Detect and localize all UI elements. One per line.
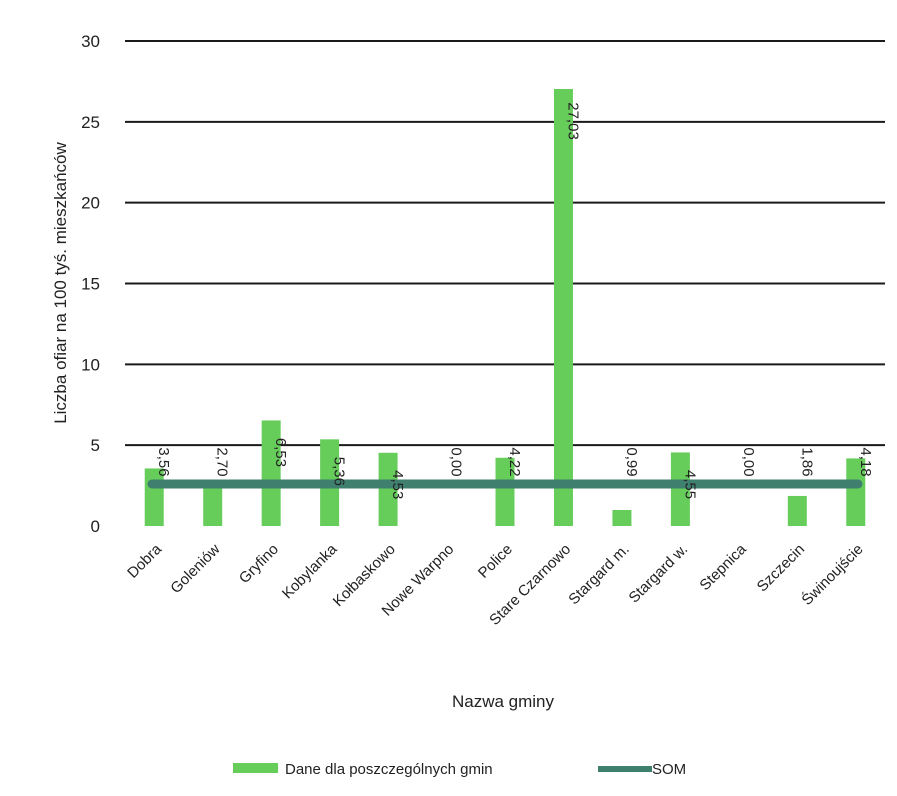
data-label-2: 6,53 (272, 438, 289, 467)
data-label-11: 1,86 (798, 447, 815, 476)
x-tick-1: Goleniów (167, 541, 223, 597)
x-tick-10: Stepnica (696, 540, 750, 594)
y-tick-0: 0 (91, 517, 100, 536)
x-tick-9: Stargard w. (626, 541, 692, 607)
x-tick-labels: Dobra Goleniów GryfinoKobylankaKołbaskowoN… (124, 540, 866, 629)
bar-11 (787, 495, 807, 526)
bar-0 (144, 468, 164, 526)
x-tick-3: Kobylanka (279, 540, 341, 602)
x-tick-0: Dobra (124, 540, 165, 581)
data-label-9: 4,55 (681, 470, 698, 499)
legend-bar-label: Dane dla poszczególnych gmin (285, 761, 493, 778)
data-label-1: 2,70 (214, 447, 231, 476)
x-tick-11: Szczecin (754, 541, 808, 595)
data-label-7: 27,03 (564, 102, 581, 140)
data-label-6: 4,22 (506, 447, 523, 476)
data-label-12: 4,18 (857, 447, 874, 476)
bar-2 (261, 420, 281, 526)
x-tick-8: Stargard m. (565, 541, 632, 608)
x-tick-12: Świnoujście (798, 540, 867, 609)
y-tick-15: 15 (81, 275, 100, 294)
data-labels: 3,56 2,70 6,53 5,36 4,53 0,00 4,22 27,03 0,99 4,5… (155, 102, 874, 499)
data-label-3: 5,36 (331, 457, 348, 486)
data-label-10: 0,00 (740, 447, 757, 476)
bar-1 (203, 482, 223, 526)
gridlines (125, 40, 885, 447)
bar-7 (553, 89, 573, 526)
y-tick-20: 20 (81, 194, 100, 213)
x-tick-2: Gryfino (236, 541, 282, 587)
data-label-8: 0,99 (623, 447, 640, 476)
y-tick-30: 30 (81, 32, 100, 51)
x-tick-6: Police (475, 541, 516, 582)
legend-line-label: SOM (652, 761, 686, 778)
data-label-5: 0,00 (448, 447, 465, 476)
y-tick-5: 5 (91, 436, 100, 455)
y-axis-title: Liczba ofiar na 100 tyś. mieszkańców (51, 141, 70, 423)
bar-12 (846, 458, 866, 526)
bar-4 (378, 452, 398, 526)
x-axis-title: Nazwa gminy (452, 692, 555, 711)
bar-6 (495, 457, 515, 526)
data-label-0: 3,56 (155, 447, 172, 476)
legend-bar-swatch (233, 763, 278, 773)
y-tick-10: 10 (81, 355, 100, 374)
bar-8 (612, 509, 632, 526)
y-tick-labels: 0 5 10 15 20 25 30 (81, 32, 100, 536)
legend: Dane dla poszczególnych gmin SOM (233, 761, 686, 778)
data-label-4: 4,53 (389, 470, 406, 499)
bar-9 (670, 452, 690, 526)
y-tick-25: 25 (81, 113, 100, 132)
